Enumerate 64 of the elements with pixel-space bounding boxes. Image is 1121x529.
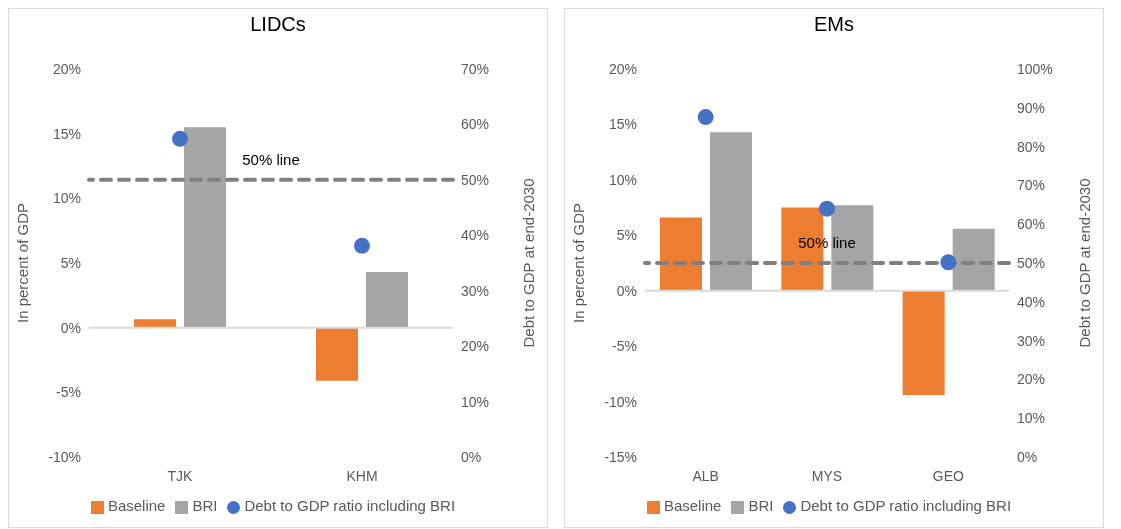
y2-tick-label: 60% xyxy=(1017,216,1046,233)
y-tick-label: 5% xyxy=(616,227,637,244)
y-tick-label: -15% xyxy=(604,448,637,465)
y-tick-label: 20% xyxy=(608,60,637,77)
chart-title: LIDCs xyxy=(249,12,307,37)
y2-tick-label: 60% xyxy=(461,116,490,133)
y-tick-label: 20% xyxy=(52,60,81,77)
y2-tick-label: 40% xyxy=(461,227,490,244)
bar xyxy=(710,132,752,291)
y2-tick-label: 80% xyxy=(1017,138,1046,155)
legend-label: BRI xyxy=(748,497,774,514)
y-tick-label: -5% xyxy=(56,384,81,401)
x-tick-label: ALB xyxy=(692,467,719,484)
y-tick-label: 0% xyxy=(60,319,81,336)
y2-tick-label: 40% xyxy=(1017,293,1046,310)
legend-label: Debt to GDP ratio including BRI xyxy=(800,497,1012,514)
ref-line-label: 50% line xyxy=(242,150,300,168)
y-tick-label: 15% xyxy=(608,116,637,133)
bar xyxy=(952,228,995,291)
y2-tick-label: 30% xyxy=(461,282,490,299)
bar xyxy=(184,127,226,328)
x-tick-label: MYS xyxy=(811,467,843,484)
y2-tick-label: 50% xyxy=(461,171,490,188)
y2-tick-label: 30% xyxy=(1017,332,1046,349)
legend-label: BRI xyxy=(192,497,218,514)
x-tick-label: KHM xyxy=(346,467,378,484)
y-tick-label: 10% xyxy=(608,171,637,188)
bar xyxy=(831,205,874,291)
y2-axis-title: Debt to GDP at end-2030 xyxy=(1076,178,1094,348)
y-tick-label: 0% xyxy=(616,282,637,299)
y-tick-label: -10% xyxy=(604,393,637,410)
legend-label: Debt to GDP ratio including BRI xyxy=(244,497,456,514)
bar xyxy=(366,272,408,328)
legend-label: Baseline xyxy=(663,497,722,514)
bar xyxy=(660,217,702,291)
bar xyxy=(316,327,358,381)
y-tick-label: -5% xyxy=(612,338,637,355)
y-axis-title: In percent of GDP xyxy=(14,202,32,324)
bar xyxy=(902,290,945,395)
y2-tick-label: 50% xyxy=(1017,254,1046,271)
y-tick-label: 15% xyxy=(52,125,81,142)
y-tick-label: -10% xyxy=(48,448,81,465)
legend-label: Baseline xyxy=(107,497,166,514)
x-tick-label: GEO xyxy=(932,467,964,484)
y2-tick-label: 90% xyxy=(1017,99,1046,116)
y2-tick-label: 0% xyxy=(461,448,482,465)
point xyxy=(940,254,957,271)
y-axis-title: In percent of GDP xyxy=(570,202,588,324)
chart-title: EMs xyxy=(813,12,855,37)
y2-tick-label: 0% xyxy=(1017,448,1038,465)
y2-tick-label: 10% xyxy=(1017,410,1046,427)
y-tick-label: 5% xyxy=(60,254,81,271)
bar xyxy=(134,319,176,328)
y2-axis-title: Debt to GDP at end-2030 xyxy=(520,178,538,348)
x-tick-label: TJK xyxy=(167,467,194,484)
y2-tick-label: 70% xyxy=(1017,177,1046,194)
point xyxy=(819,200,835,217)
y-tick-label: 10% xyxy=(52,190,81,207)
y2-tick-label: 10% xyxy=(461,393,490,410)
y2-tick-label: 70% xyxy=(461,60,490,77)
y2-tick-label: 20% xyxy=(461,338,490,355)
y2-tick-label: 100% xyxy=(1017,60,1053,77)
point xyxy=(697,109,714,126)
y2-tick-label: 20% xyxy=(1017,371,1046,388)
